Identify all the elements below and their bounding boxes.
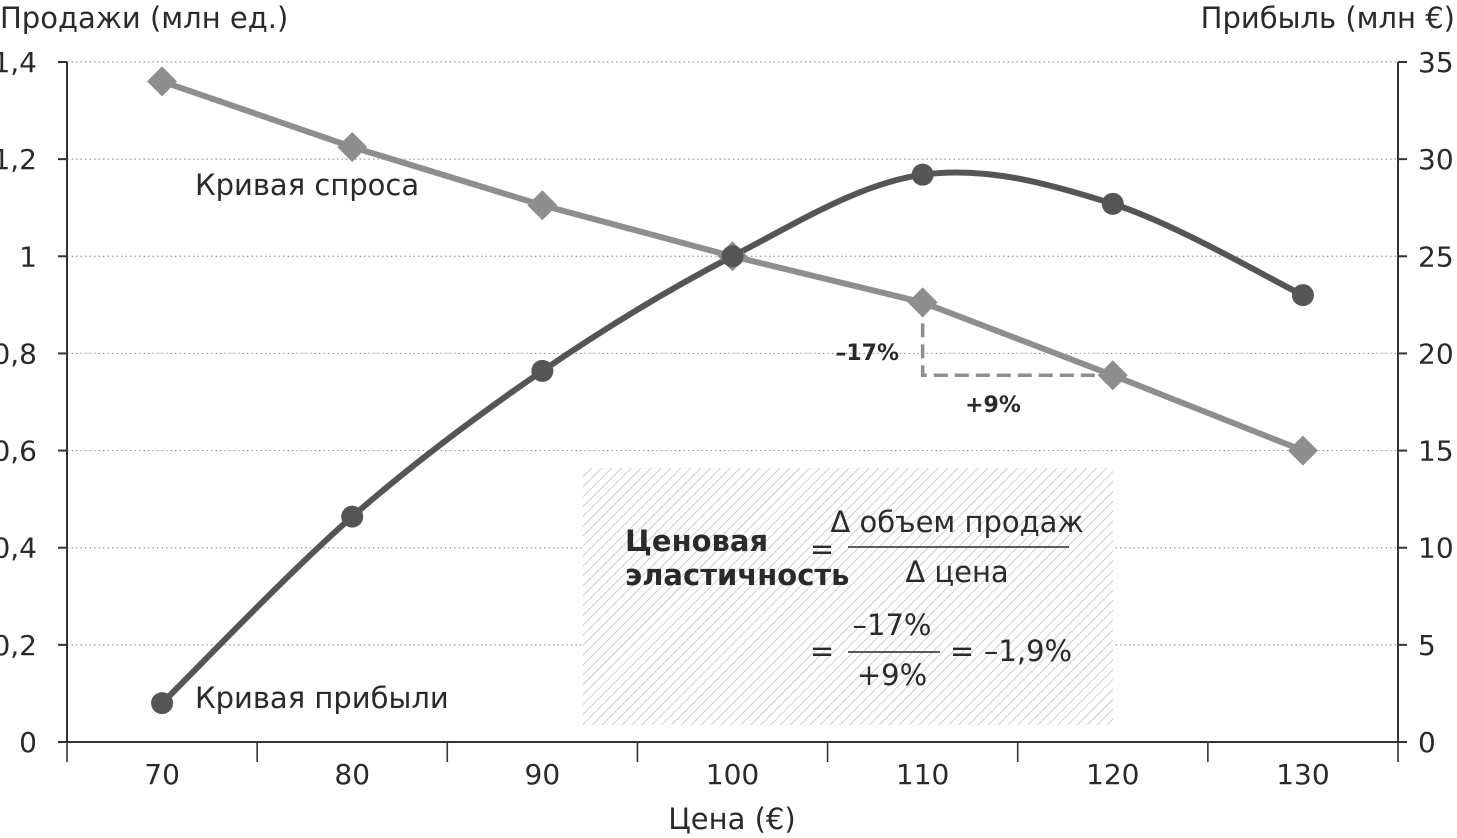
x-tick-label: 120	[1086, 758, 1139, 791]
demand-curve-label: Кривая спроса	[195, 168, 419, 202]
left-y-tick-label: 1	[19, 240, 37, 273]
demand-change-label: –17%	[835, 341, 899, 366]
profit-point	[341, 505, 364, 528]
formula-equals-1: =	[810, 532, 834, 566]
elasticity-step-annotation	[920, 302, 1113, 378]
formula-term-line1: Ценовая	[625, 524, 768, 558]
grid-lines	[67, 61, 1398, 646]
demand-point	[1097, 360, 1128, 391]
elasticity-formula: Ценовая эластичность = Δ объем продаж Δ …	[625, 505, 1084, 692]
left-y-tick-label: 0,4	[0, 532, 37, 565]
formula-equals-2: =	[810, 634, 834, 668]
formula-numerator: Δ объем продаж	[830, 505, 1083, 539]
left-y-axis-title: Продажи (млн ед.)	[0, 1, 288, 35]
price-change-label: +9%	[965, 393, 1021, 418]
left-y-tick-label: 0,8	[0, 337, 37, 370]
demand-point	[1287, 435, 1318, 466]
formula-box-background	[583, 468, 1113, 725]
x-tick-label: 110	[896, 758, 949, 791]
formula-result: –1,9%	[984, 634, 1072, 668]
profit-point	[1291, 284, 1314, 307]
left-y-tick-label: 0	[19, 726, 37, 759]
profit-point	[531, 359, 554, 382]
profit-point	[151, 692, 174, 715]
x-tick-labels: 70 80 90 100 110 120 130	[144, 758, 1329, 791]
formula-denominator-2: +9%	[857, 658, 927, 692]
profit-point	[1101, 192, 1124, 215]
x-tick-label: 130	[1276, 758, 1329, 791]
profit-point	[721, 245, 744, 268]
right-y-tick-label: 15	[1418, 435, 1454, 468]
left-y-tick-label: 1,4	[0, 46, 37, 79]
left-y-tick-label: 0,6	[0, 435, 37, 468]
right-y-tick-labels: 0 5 10 15 20 25 30 35	[1418, 46, 1454, 759]
left-y-tick-label: 1,2	[0, 143, 37, 176]
right-y-tick-label: 20	[1418, 337, 1454, 370]
right-y-tick-label: 0	[1418, 726, 1436, 759]
x-tick-label: 80	[334, 758, 370, 791]
demand-point	[907, 287, 938, 318]
x-axis-title: Цена (€)	[668, 802, 795, 836]
demand-point	[527, 190, 558, 221]
left-y-tick-labels: 0 0,2 0,4 0,6 0,8 1 1,2 1,4	[0, 46, 37, 759]
x-tick-label: 70	[144, 758, 180, 791]
profit-curve-label: Кривая прибыли	[195, 681, 449, 715]
profit-point	[911, 163, 934, 186]
right-y-tick-label: 30	[1418, 143, 1454, 176]
x-tick-label: 100	[706, 758, 759, 791]
right-y-axis-title: Прибыль (млн €)	[1201, 1, 1455, 35]
right-y-tick-label: 10	[1418, 532, 1454, 565]
demand-point	[147, 66, 178, 97]
series-layer	[147, 66, 1318, 715]
axis-ticks	[58, 61, 1407, 762]
formula-denominator: Δ цена	[905, 555, 1008, 589]
right-y-tick-label: 35	[1418, 46, 1454, 79]
x-tick-label: 90	[525, 758, 561, 791]
formula-equals-3: =	[950, 634, 974, 668]
elasticity-dashed-step	[920, 302, 1113, 378]
formula-numerator-2: –17%	[853, 608, 932, 642]
demand-point	[337, 132, 368, 162]
left-y-tick-label: 0,2	[0, 629, 37, 662]
right-y-tick-label: 25	[1418, 240, 1454, 273]
formula-term-line2: эластичность	[625, 558, 850, 592]
right-y-tick-label: 5	[1418, 629, 1436, 662]
